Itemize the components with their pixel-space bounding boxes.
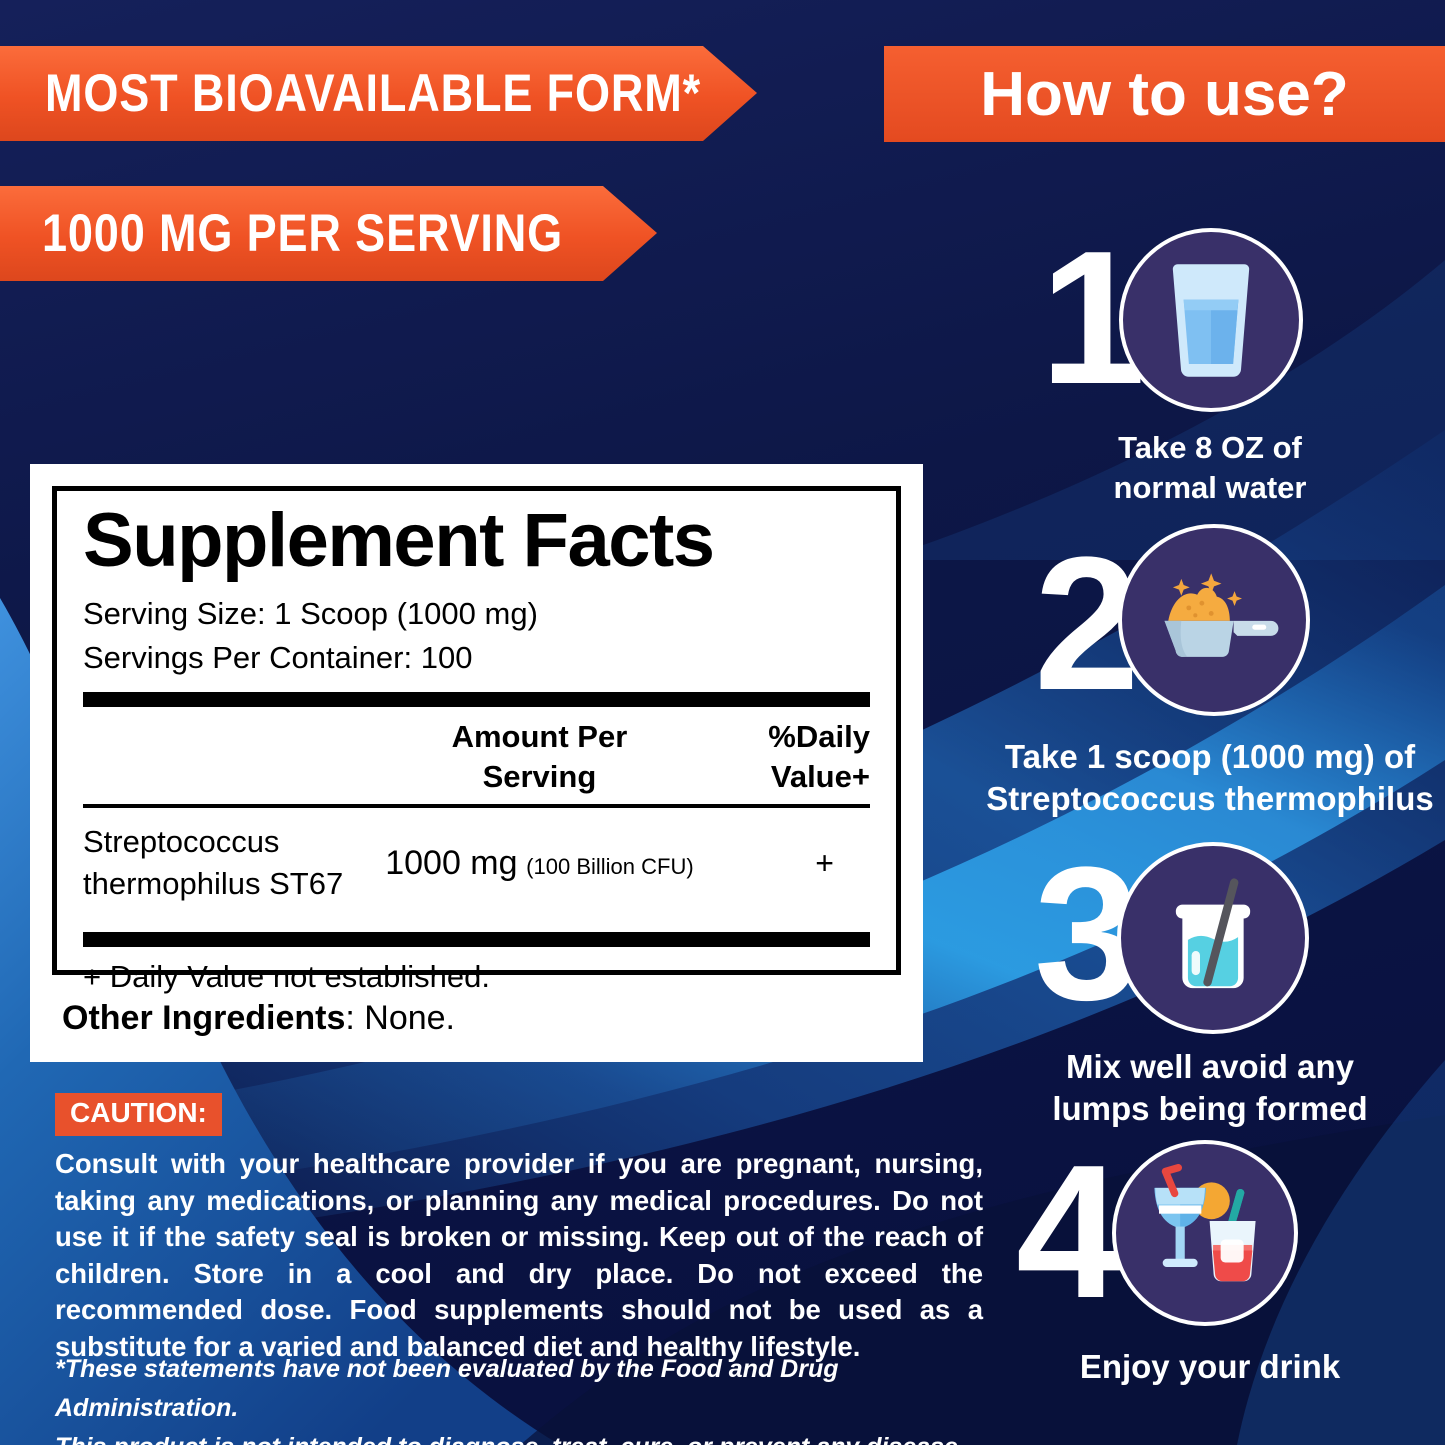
step-2-caption-line1: Take 1 scoop (1000 mg) of	[1004, 738, 1416, 775]
step-3-caption-line1: Mix well avoid any	[1066, 1048, 1354, 1085]
other-ingredients-label: Other Ingredients	[62, 999, 346, 1037]
banner-most-bioavailable: MOST BIOAVAILABLE FORM*	[0, 46, 757, 141]
step-4-caption-line1: Enjoy your drink	[1079, 1348, 1341, 1385]
step-1-caption: Take 8 OZ of normal water	[975, 428, 1445, 509]
supplement-facts-title: Supplement Facts	[83, 498, 715, 583]
supplement-facts-panel: Supplement Facts Serving Size: 1 Scoop (…	[30, 464, 923, 1062]
column-header-daily-value: %Daily Value+	[697, 717, 870, 796]
divider-thick-bar-bottom	[83, 932, 870, 948]
banner-per-serving: 1000 MG PER SERVING	[0, 186, 657, 281]
facts-header-row: Amount Per Serving %Daily Value+	[83, 717, 870, 796]
column-header-amount-line2: Serving	[482, 758, 597, 794]
divider-thin-line	[83, 804, 870, 809]
step-1-circle	[1119, 228, 1303, 412]
drinks-icon	[1154, 1164, 1256, 1282]
ingredient-daily-value: +	[697, 845, 870, 882]
banner-how-to-use: How to use?	[884, 46, 1445, 142]
step-3-caption-line2: lumps being formed	[1052, 1090, 1368, 1128]
divider-thick-bar-top	[83, 692, 870, 708]
banner-per-serving-label: 1000 MG PER SERVING	[42, 204, 564, 263]
step-2-circle	[1118, 524, 1310, 716]
how-to-use-label: How to use?	[980, 59, 1349, 129]
step-4-number: 4	[1016, 1126, 1122, 1338]
step-2-caption-line2: Streptococcus thermophilus	[986, 780, 1434, 818]
step-4-caption: Enjoy your drink	[975, 1346, 1445, 1388]
column-header-amount: Amount Per Serving	[382, 717, 697, 796]
fda-disclaimer: *These statements have not been evaluate…	[55, 1350, 995, 1445]
fda-disclaimer-line1: *These statements have not been evaluate…	[55, 1355, 839, 1422]
step-2-caption: Take 1 scoop (1000 mg) of Streptococcus …	[975, 736, 1445, 820]
header-spacer	[83, 717, 382, 796]
ingredient-amount: 1000 mg (100 Billion CFU)	[382, 844, 697, 883]
serving-size: Serving Size: 1 Scoop (1000 mg)	[83, 596, 538, 632]
caution-badge-label: CAUTION:	[70, 1097, 207, 1128]
other-ingredients-value: : None.	[345, 999, 455, 1037]
ingredient-daily-value-symbol: +	[815, 844, 834, 881]
ingredient-name-line1: Streptococcus	[83, 824, 280, 860]
caution-text: Consult with your healthcare provider if…	[55, 1148, 983, 1362]
ingredient-amount-note: (100 Billion CFU)	[526, 853, 694, 879]
mixing-cup-icon	[1175, 878, 1251, 989]
step-1-caption-line1: Take 8 OZ of	[1118, 430, 1302, 465]
step-3-circle	[1117, 842, 1309, 1034]
column-header-dv-line1: %Daily	[768, 719, 870, 755]
daily-value-footnote: + Daily Value not established.	[83, 959, 490, 995]
banner-most-bioavailable-label: MOST BIOAVAILABLE FORM*	[45, 64, 702, 123]
step-3-caption: Mix well avoid any lumps being formed	[975, 1046, 1445, 1130]
ingredient-name: Streptococcus thermophilus ST67	[83, 821, 382, 905]
ingredient-name-line2: thermophilus ST67	[83, 866, 344, 902]
supplement-facts-border-box: Supplement Facts Serving Size: 1 Scoop (…	[52, 486, 901, 994]
ingredient-amount-value: 1000 mg	[385, 843, 518, 882]
other-ingredients: Other Ingredients: None.	[62, 999, 455, 1038]
fda-disclaimer-line2: This product is not intended to diagnose…	[55, 1428, 995, 1445]
powder-scoop-icon	[1164, 573, 1279, 657]
water-glass-icon	[1172, 264, 1250, 377]
step-4-circle	[1112, 1140, 1298, 1326]
step-1-caption-line2: normal water	[1113, 470, 1307, 506]
column-header-amount-line1: Amount Per	[451, 719, 628, 755]
ingredient-row: Streptococcus thermophilus ST67 1000 mg …	[83, 808, 870, 920]
column-header-dv-line2: Value+	[770, 758, 870, 794]
servings-per-container: Servings Per Container: 100	[83, 640, 473, 676]
caution-badge: CAUTION:	[55, 1093, 222, 1136]
